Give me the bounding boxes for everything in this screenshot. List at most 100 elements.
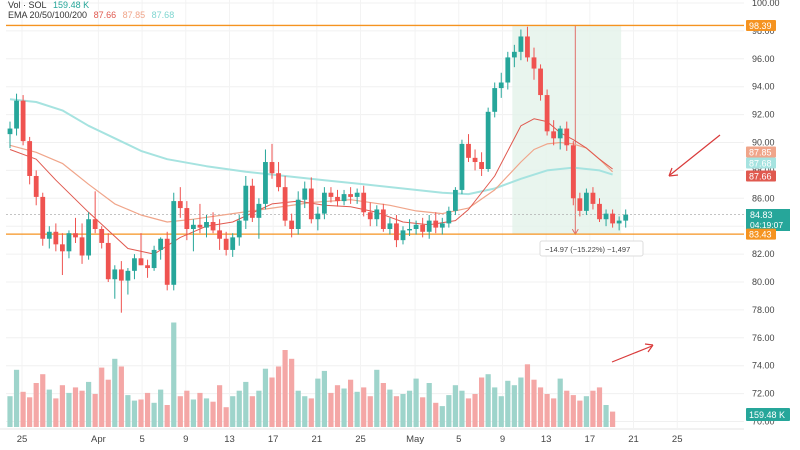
last-price-countdown: 04:19:07 [750,220,783,230]
candle-body [328,192,334,197]
candle-body [40,196,46,239]
volume-bar [433,402,439,427]
volume-bar [564,390,570,427]
time-tick-label: 17 [268,434,279,445]
time-tick-label: 5 [456,434,461,445]
price-tick-label: 100.00 [752,0,780,8]
candle-body [492,88,498,112]
candle-body [348,194,353,197]
candle-body [132,258,137,271]
measure-label: −14.97 (−15.22%) −1,497 [539,240,644,257]
candle-body [249,185,255,218]
candle-body [177,201,183,209]
ema100-legend-value: 87.68 [151,10,175,20]
volume-bar [472,394,478,427]
volume-bar [217,385,223,427]
candle-body [164,238,170,285]
volume-bar [138,399,144,427]
time-tick-label: 25 [672,434,683,445]
candle-body [518,36,524,52]
candle-body [564,128,570,146]
candle-body [14,100,19,129]
top-level-tag: 98.39 [746,19,776,31]
ema20-price-tag-box [746,170,776,182]
candle-body [387,223,393,229]
ema50-price-tag: 87.85 [746,146,776,158]
volume-bar [374,369,380,427]
volume-bar [249,396,255,427]
time-tick-label: 5 [139,434,144,445]
candle-body [439,223,445,228]
candle-body [426,220,432,232]
price-tick-label: 80.00 [752,277,775,287]
time-tick-label: 21 [628,434,639,445]
candle-body [145,265,150,269]
candle-body [590,192,596,204]
candle-body [479,162,484,170]
candle-body [361,192,367,213]
volume-bar [79,390,85,427]
top-level-tag-box [746,19,776,31]
bottom-level-tag: 83.43 [746,228,776,240]
volume-bar [177,396,183,427]
candle-body [73,233,78,238]
volume-bar [171,322,177,427]
candle-body [125,270,131,281]
annotation-arrow-ema [669,134,721,176]
annotation-arrowhead-ema [668,167,679,177]
volume-bar [334,385,341,427]
volume-bar [518,377,524,427]
price-tick-label: 88.00 [752,165,775,175]
volume-bar [158,389,164,427]
time-axis: 25 Apr 5 9 13 17 21 25 May 5 9 13 17 21 25 [0,428,744,445]
candle-body [66,233,72,252]
candle-body [204,222,209,228]
volume-value-tag-box [746,408,790,421]
candle-body [597,203,602,220]
bottom-level-tag-text: 83.43 [749,230,772,240]
candle-body [282,187,288,221]
volume-bar [190,399,196,427]
volume-legend: Vol · SOL 159.48 K [8,0,93,10]
volume-bar [341,388,347,427]
candle-body [217,230,222,239]
candle-body [302,188,308,200]
ema-legend: EMA 20/50/100/200 87.66 87.85 87.68 [8,10,178,20]
candle-body [466,143,471,158]
ema100-price-tag: 87.68 [746,157,776,169]
volume-bar [131,400,138,427]
candle-body [236,220,242,238]
time-tick-label: 9 [500,434,505,445]
volume-bar [551,398,557,427]
volume-bar [46,389,52,427]
volume-bar [282,350,288,427]
volume-bar [406,390,413,427]
candle-body [354,192,360,197]
time-tick-label: 25 [17,434,28,445]
time-tick-label: May [406,434,424,445]
candle-body [276,173,281,188]
measure-label-text: −14.97 (−15.22%) −1,497 [545,245,630,254]
volume-bar [485,374,491,427]
candle-body [46,231,52,239]
volume-bar [230,396,236,427]
volume-bar [144,392,151,427]
volume-bar [243,381,249,427]
volume-value-tag: 159.48 K [746,408,790,421]
candle-body [413,224,419,229]
time-tick-label: 21 [312,434,323,445]
volume-bar [269,377,275,427]
ema50-price-tag-text: 87.85 [749,148,772,158]
candle-body [191,224,196,229]
volume-bar [511,385,517,427]
last-price-tag-box [746,209,790,231]
candle-body [99,228,105,243]
time-tick-label: 17 [585,434,596,445]
candle-body [256,203,262,218]
candles [7,26,629,313]
volume-bar [524,364,531,427]
volume-bar [413,378,419,427]
candle-body [308,188,314,220]
candle-body [158,238,164,250]
